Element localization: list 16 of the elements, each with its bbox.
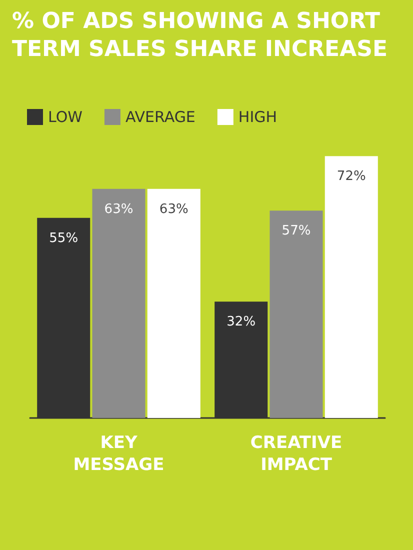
data-label: 57% <box>282 224 311 239</box>
legend-label: LOW <box>48 108 83 126</box>
chart-title: % OF ADS SHOWING A SHORT TERM SALES SHARE INCREASE <box>12 8 388 64</box>
legend-label: AVERAGE <box>125 108 196 126</box>
data-label: 32% <box>226 314 256 330</box>
data-label: 72% <box>336 169 366 184</box>
data-label: 63% <box>159 202 188 217</box>
legend-label: HIGH <box>238 108 278 126</box>
bar <box>324 156 378 418</box>
bar <box>147 188 200 418</box>
x-tick-label: KEY MESSAGE <box>73 433 164 475</box>
data-label: 55% <box>49 230 78 246</box>
data-label: 63% <box>104 202 134 217</box>
x-tick-label: CREATIVE IMPACT <box>250 433 342 475</box>
bar <box>92 188 146 418</box>
bar <box>270 210 323 418</box>
